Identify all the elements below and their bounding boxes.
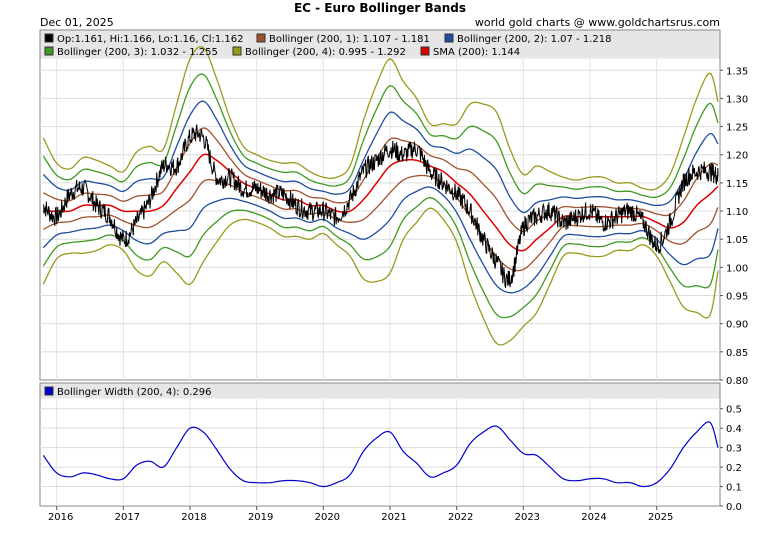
legend-entry-bollinger-width: Bollinger Width (200, 4): 0.296 xyxy=(44,386,211,398)
lower-y-tick-label: 0.2 xyxy=(726,463,742,474)
x-tick-label: 2023 xyxy=(515,512,540,523)
upper-y-tick-label: 1.25 xyxy=(726,123,748,134)
price-line xyxy=(42,124,719,288)
upper-panel-frame xyxy=(39,29,721,381)
lower-grid xyxy=(40,399,720,506)
legend-label-sma: SMA (200): 1.144 xyxy=(433,47,520,58)
upper-grid xyxy=(40,59,720,380)
band-upper-bollinger-200-4- xyxy=(42,46,719,191)
bollinger-width-line xyxy=(42,421,719,488)
legend-entry-bollinger-4: Bollinger (200, 4): 0.995 - 1.292 xyxy=(232,46,406,58)
legend-entry-sma: SMA (200): 1.144 xyxy=(420,46,520,58)
legend-label-bollinger-2: Bollinger (200, 2): 1.07 - 1.218 xyxy=(457,34,611,45)
lower-y-tick-label: 0.3 xyxy=(726,444,742,455)
lower-y-axis: 0.0 0.1 0.2 0.3 0.4 0.5 xyxy=(720,405,742,513)
upper-y-tick-label: 0.80 xyxy=(726,376,748,387)
chart-title: EC - Euro Bollinger Bands xyxy=(294,1,466,15)
lower-panel-frame xyxy=(39,382,721,507)
band-lower-bollinger-200-4- xyxy=(42,207,719,346)
upper-y-tick-label: 0.95 xyxy=(726,292,748,303)
x-tick-label: 2021 xyxy=(381,512,406,523)
legend-label-bollinger-1: Bollinger (200, 1): 1.107 - 1.181 xyxy=(269,34,430,45)
band-upper-bollinger-200-1- xyxy=(43,127,719,233)
upper-y-tick-label: 1.20 xyxy=(726,151,748,162)
band-lower-bollinger-200-3- xyxy=(42,197,719,319)
upper-y-tick-label: 1.35 xyxy=(726,66,748,77)
upper-y-tick-label: 1.10 xyxy=(726,207,748,218)
x-tick-label: 2019 xyxy=(248,512,273,523)
x-tick-label: 2016 xyxy=(48,512,73,523)
lower-y-tick-label: 0.1 xyxy=(726,483,742,494)
legend-swatch-bollinger-4 xyxy=(232,46,242,56)
upper-y-tick-label: 1.05 xyxy=(726,235,748,246)
upper-y-tick-label: 1.00 xyxy=(726,263,748,274)
legend-label-bollinger-width: Bollinger Width (200, 4): 0.296 xyxy=(57,387,211,398)
legend-entry-ohlc: Op:1.161, Hi:1.166, Lo:1.16, Cl:1.162 xyxy=(44,33,244,45)
chart-date: Dec 01, 2025 xyxy=(40,16,114,29)
band-lower-bollinger-200-2- xyxy=(42,186,719,294)
lower-y-tick-label: 0.5 xyxy=(726,405,742,416)
legend-label-bollinger-4: Bollinger (200, 4): 0.995 - 1.292 xyxy=(245,47,406,58)
legend-swatch-bollinger-width xyxy=(44,386,54,396)
upper-series xyxy=(42,46,719,346)
legend-entry-bollinger-1: Bollinger (200, 1): 1.107 - 1.181 xyxy=(256,33,430,45)
legend-swatch-bollinger-2 xyxy=(444,33,454,43)
legend-entry-bollinger-2: Bollinger (200, 2): 1.07 - 1.218 xyxy=(444,33,611,45)
x-tick-label: 2018 xyxy=(181,512,206,523)
lower-series xyxy=(42,421,719,488)
legend-label-ohlc: Op:1.161, Hi:1.166, Lo:1.16, Cl:1.162 xyxy=(57,34,244,45)
lower-legend-bar xyxy=(40,383,720,399)
chart-credit: world gold charts @ www.goldchartsrus.co… xyxy=(475,16,720,29)
legend-swatch-bollinger-1 xyxy=(256,33,266,43)
legend-swatch-ohlc xyxy=(44,33,54,43)
x-axis: 2016 2017 2018 2019 2020 2021 2022 2023 2024 2025 xyxy=(48,506,673,523)
upper-y-tick-label: 0.85 xyxy=(726,348,748,359)
x-tick-label: 2020 xyxy=(315,512,340,523)
legend-swatch-sma xyxy=(420,46,430,56)
lower-y-tick-label: 0.4 xyxy=(726,424,742,435)
upper-y-tick-label: 1.30 xyxy=(726,94,748,105)
upper-legend-bar xyxy=(40,30,720,59)
lower-y-tick-label: 0.0 xyxy=(726,502,742,513)
legend-entry-bollinger-3: Bollinger (200, 3): 1.032 - 1.255 xyxy=(44,46,218,58)
sma-line xyxy=(43,153,719,252)
upper-y-tick-label: 0.90 xyxy=(726,320,748,331)
band-upper-bollinger-200-3- xyxy=(42,73,719,199)
legend-swatch-bollinger-3 xyxy=(44,46,54,56)
upper-y-tick-label: 1.15 xyxy=(726,179,748,190)
upper-y-axis: 0.80 0.85 0.90 0.95 1.00 1.05 1.10 1.15 1.20 1.25… xyxy=(720,66,748,387)
x-tick-label: 2025 xyxy=(648,512,673,523)
x-tick-label: 2024 xyxy=(581,512,606,523)
x-tick-label: 2017 xyxy=(115,512,140,523)
legend-label-bollinger-3: Bollinger (200, 3): 1.032 - 1.255 xyxy=(57,47,218,58)
x-tick-label: 2022 xyxy=(448,512,473,523)
